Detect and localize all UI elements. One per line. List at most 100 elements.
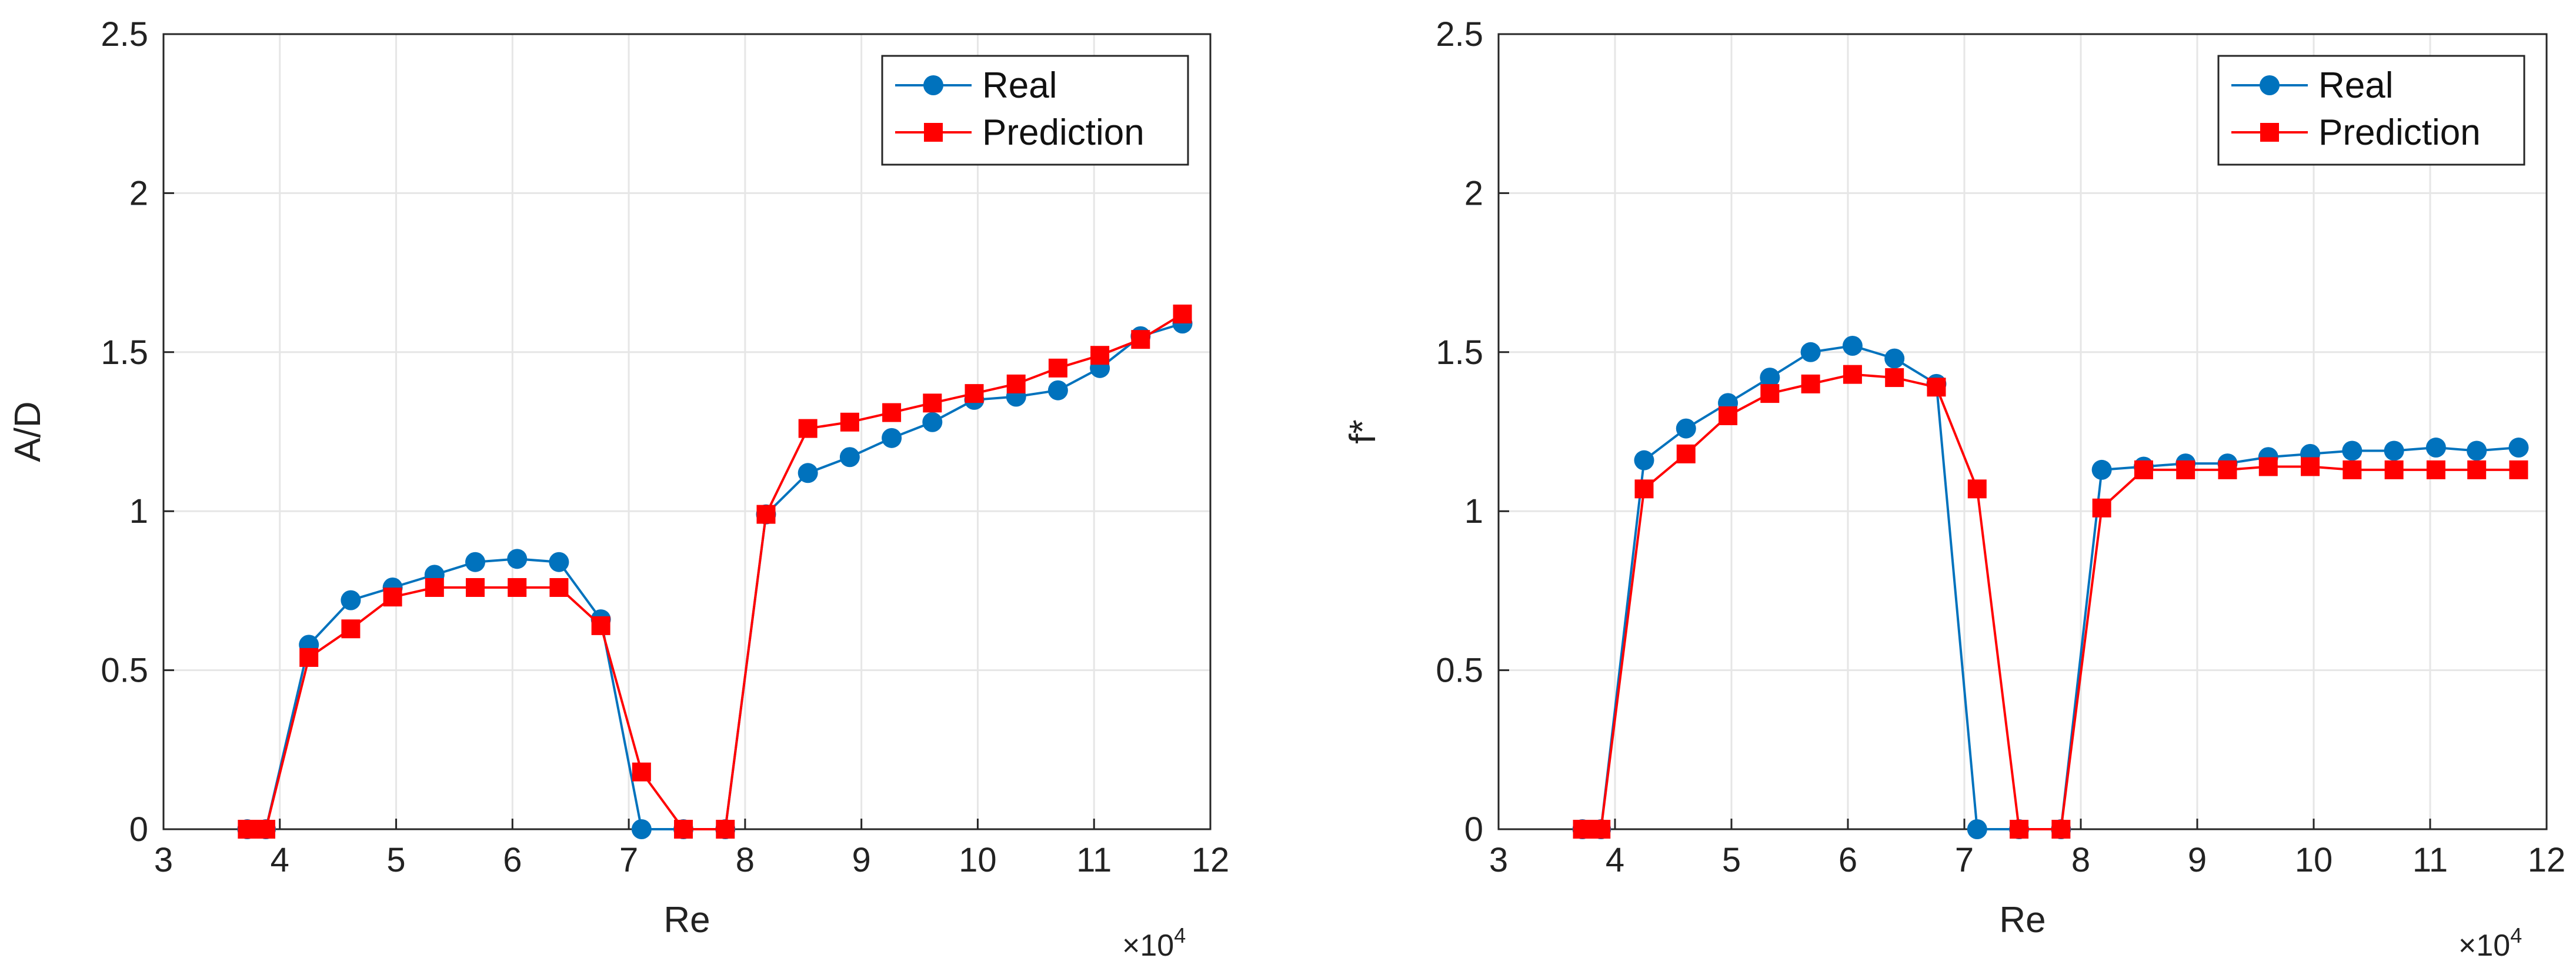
data-point-prediction (882, 403, 902, 422)
data-point-real (2508, 438, 2529, 458)
y-axis-label: A/D (8, 401, 48, 462)
data-point-prediction (1573, 820, 1592, 839)
legend-label-prediction: Prediction (2318, 112, 2481, 153)
data-point-real (2467, 440, 2487, 461)
data-point-real (882, 428, 902, 448)
data-point-real (922, 412, 943, 432)
data-point-prediction (716, 820, 735, 839)
amplitude-chart-panel: 3 4 5 6 7 8 9 10 11 12 0 0.5 1 1.5 2 2.5 Re A/D ×104 Real Pr… (8, 15, 1229, 963)
series-line-real (247, 322, 1183, 830)
data-point-real (2342, 440, 2363, 461)
y-axis-label: f* (1343, 419, 1383, 443)
x-tick-label: 8 (2071, 841, 2090, 879)
data-point-real (839, 447, 860, 468)
x-tick-label: 10 (2295, 841, 2333, 879)
x-tick-label: 4 (1606, 841, 1624, 879)
series-line-prediction (247, 313, 1183, 830)
x-tick-label: 5 (386, 841, 405, 879)
data-point-real (1676, 418, 1696, 439)
x-tick-label: 6 (503, 841, 522, 879)
data-point-real (798, 463, 818, 483)
series-line-prediction (1582, 373, 2519, 830)
data-point-prediction (2301, 457, 2320, 476)
data-point-prediction (2467, 460, 2487, 479)
data-point-prediction (1760, 384, 1780, 403)
legend-label-real: Real (982, 65, 1057, 106)
x-tick-label: 9 (852, 841, 871, 879)
data-point-prediction (2343, 460, 2362, 479)
data-point-prediction (1843, 365, 1862, 384)
x-tick-label: 11 (1076, 841, 1112, 879)
x-tick-label: 12 (1192, 841, 1230, 879)
legend-label-real: Real (2318, 65, 2394, 106)
data-point-prediction (549, 578, 569, 597)
x-tick-label: 7 (619, 841, 638, 879)
data-point-real (1760, 368, 1780, 388)
data-point-real (2384, 440, 2404, 461)
x-tick-label: 11 (2413, 841, 2448, 879)
x-tick-label: 4 (271, 841, 289, 879)
data-point-prediction (1006, 374, 1026, 393)
x-tick-label: 12 (2528, 841, 2566, 879)
data-point-real (1634, 450, 1654, 470)
y-tick-label: 1.5 (101, 333, 148, 372)
x-tick-label: 3 (154, 841, 173, 879)
x-tick-label: 7 (1955, 841, 1974, 879)
data-point-real (1047, 380, 1068, 400)
data-point-prediction (2218, 460, 2237, 479)
data-point-prediction (1719, 406, 1738, 425)
data-point-prediction (1885, 368, 1904, 388)
y-tick-label: 2 (129, 174, 148, 212)
data-point-prediction (923, 393, 942, 413)
x-axis-multiplier: ×104 (1122, 923, 1186, 963)
x-axis-multiplier: ×104 (2458, 923, 2522, 963)
x-tick-label: 3 (1489, 841, 1508, 879)
data-point-prediction (1090, 346, 1110, 365)
data-point-real (631, 819, 652, 839)
data-point-prediction (425, 578, 444, 597)
data-point-prediction (256, 820, 276, 839)
data-point-prediction (1801, 374, 1820, 393)
legend-box (881, 55, 1189, 166)
legend-marker-real (923, 75, 943, 95)
data-point-prediction (2258, 457, 2278, 476)
data-point-prediction (2134, 460, 2153, 479)
data-point-real (1800, 342, 1821, 362)
data-point-prediction (756, 505, 776, 524)
data-point-prediction (798, 419, 817, 438)
data-point-prediction (1131, 330, 1150, 349)
data-point-prediction (238, 820, 257, 839)
data-point-real (341, 590, 361, 610)
data-point-prediction (1048, 358, 1067, 378)
data-point-real (507, 549, 528, 569)
legend-marker-prediction (924, 123, 943, 142)
legend-marker-prediction (2260, 123, 2279, 142)
y-tick-label: 1 (1464, 492, 1483, 530)
y-tick-label: 2 (1464, 174, 1483, 212)
data-point-prediction (1676, 444, 1696, 463)
legend: Real Prediction (881, 55, 1189, 166)
data-point-prediction (1967, 479, 1987, 499)
data-point-real (1967, 819, 1987, 839)
x-tick-label: 10 (959, 841, 997, 879)
data-point-prediction (508, 578, 527, 597)
data-point-prediction (965, 384, 984, 403)
data-point-real (1842, 335, 1863, 356)
frequency-chart-panel: 3 4 5 6 7 8 9 10 11 12 0 0.5 1 1.5 2 2.5 Re f* ×104 Real Pre… (1343, 15, 2565, 963)
x-tick-label: 6 (1838, 841, 1857, 879)
y-tick-label: 2.5 (1436, 15, 1483, 54)
legend-label-prediction: Prediction (982, 112, 1144, 153)
y-tick-label: 0 (1464, 810, 1483, 849)
x-tick-label: 5 (1722, 841, 1741, 879)
legend: Real Prediction (2217, 55, 2525, 166)
data-point-prediction (2051, 820, 2071, 839)
y-tick-label: 2.5 (101, 15, 148, 54)
data-point-real (2091, 459, 2112, 480)
legend-box (2217, 55, 2525, 166)
data-point-prediction (591, 616, 610, 635)
data-point-prediction (1173, 304, 1192, 323)
data-point-prediction (299, 647, 319, 667)
data-point-prediction (1927, 378, 1946, 397)
data-point-real (549, 552, 569, 572)
